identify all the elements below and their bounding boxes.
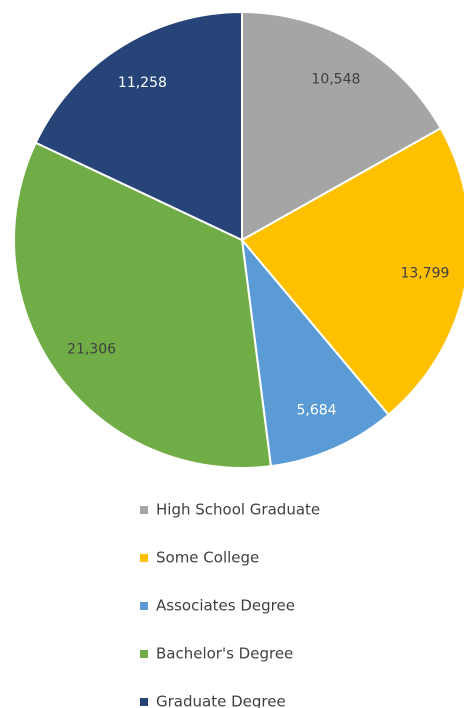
data-label: 13,799 (400, 265, 449, 281)
legend-swatch (140, 602, 148, 610)
legend-label: Graduate Degree (156, 693, 286, 708)
legend-label: Some College (156, 549, 259, 567)
legend-swatch (140, 506, 148, 514)
legend-label: Associates Degree (156, 597, 295, 615)
legend-swatch (140, 650, 148, 658)
pie-slice (34, 10, 243, 242)
data-label: 5,684 (297, 402, 337, 418)
pie-slice (240, 236, 390, 468)
legend-label: Bachelor's Degree (156, 645, 293, 663)
legend-swatch (140, 698, 148, 706)
legend-swatch (140, 554, 148, 562)
data-label: 11,258 (118, 75, 167, 91)
pie-slice (241, 10, 443, 242)
data-label: 10,548 (311, 71, 360, 87)
legend-label: High School Graduate (156, 501, 320, 519)
pie-slice (240, 126, 464, 417)
data-label: 21,306 (67, 341, 116, 357)
